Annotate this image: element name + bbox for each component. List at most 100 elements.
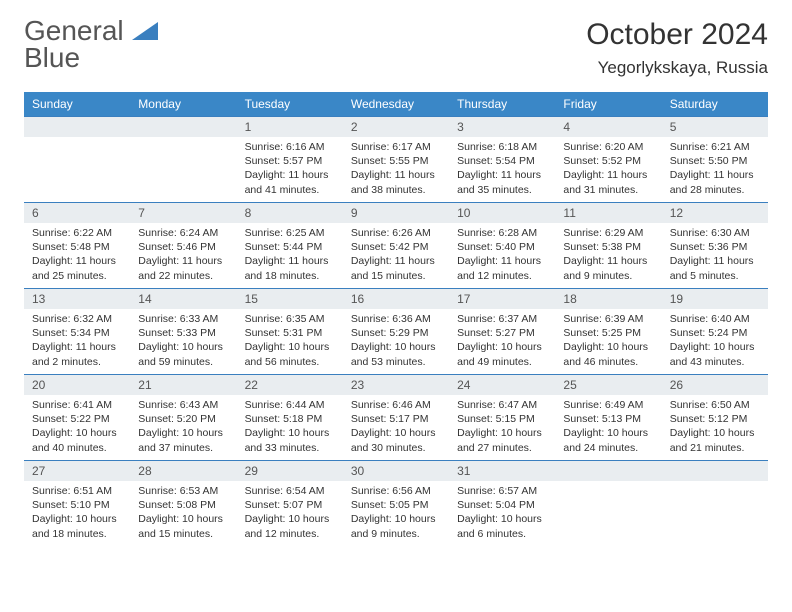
day-number: 26 <box>662 374 768 395</box>
day-details: Sunrise: 6:41 AMSunset: 5:22 PMDaylight:… <box>24 395 130 459</box>
daylight-line: Daylight: 11 hours and 25 minutes. <box>32 254 122 282</box>
day-details: Sunrise: 6:39 AMSunset: 5:25 PMDaylight:… <box>555 309 661 373</box>
sunrise-line: Sunrise: 6:37 AM <box>457 312 547 326</box>
sunrise-line: Sunrise: 6:51 AM <box>32 484 122 498</box>
calendar-cell: 17Sunrise: 6:37 AMSunset: 5:27 PMDayligh… <box>449 288 555 374</box>
day-number <box>24 116 130 137</box>
day-number: 4 <box>555 116 661 137</box>
day-details: Sunrise: 6:54 AMSunset: 5:07 PMDaylight:… <box>237 481 343 545</box>
day-number: 6 <box>24 202 130 223</box>
calendar-cell: 11Sunrise: 6:29 AMSunset: 5:38 PMDayligh… <box>555 202 661 288</box>
sunrise-line: Sunrise: 6:35 AM <box>245 312 335 326</box>
sunset-line: Sunset: 5:25 PM <box>563 326 653 340</box>
day-details: Sunrise: 6:37 AMSunset: 5:27 PMDaylight:… <box>449 309 555 373</box>
calendar-cell: 19Sunrise: 6:40 AMSunset: 5:24 PMDayligh… <box>662 288 768 374</box>
daylight-line: Daylight: 11 hours and 38 minutes. <box>351 168 441 196</box>
sunrise-line: Sunrise: 6:41 AM <box>32 398 122 412</box>
calendar-cell: 27Sunrise: 6:51 AMSunset: 5:10 PMDayligh… <box>24 460 130 546</box>
daylight-line: Daylight: 10 hours and 15 minutes. <box>138 512 228 540</box>
daylight-line: Daylight: 11 hours and 18 minutes. <box>245 254 335 282</box>
day-number: 15 <box>237 288 343 309</box>
day-number: 30 <box>343 460 449 481</box>
day-details: Sunrise: 6:46 AMSunset: 5:17 PMDaylight:… <box>343 395 449 459</box>
sunset-line: Sunset: 5:55 PM <box>351 154 441 168</box>
day-details: Sunrise: 6:29 AMSunset: 5:38 PMDaylight:… <box>555 223 661 287</box>
calendar-cell: 15Sunrise: 6:35 AMSunset: 5:31 PMDayligh… <box>237 288 343 374</box>
sunset-line: Sunset: 5:07 PM <box>245 498 335 512</box>
daylight-line: Daylight: 11 hours and 5 minutes. <box>670 254 760 282</box>
logo-word-blue: Blue <box>24 42 80 73</box>
daylight-line: Daylight: 10 hours and 18 minutes. <box>32 512 122 540</box>
day-details: Sunrise: 6:49 AMSunset: 5:13 PMDaylight:… <box>555 395 661 459</box>
day-details: Sunrise: 6:57 AMSunset: 5:04 PMDaylight:… <box>449 481 555 545</box>
title-block: October 2024 Yegorlykskaya, Russia <box>586 18 768 78</box>
sunrise-line: Sunrise: 6:47 AM <box>457 398 547 412</box>
day-number: 23 <box>343 374 449 395</box>
daylight-line: Daylight: 11 hours and 9 minutes. <box>563 254 653 282</box>
sunrise-line: Sunrise: 6:49 AM <box>563 398 653 412</box>
day-details: Sunrise: 6:24 AMSunset: 5:46 PMDaylight:… <box>130 223 236 287</box>
day-number: 3 <box>449 116 555 137</box>
sunset-line: Sunset: 5:44 PM <box>245 240 335 254</box>
daylight-line: Daylight: 10 hours and 59 minutes. <box>138 340 228 368</box>
daylight-line: Daylight: 10 hours and 12 minutes. <box>245 512 335 540</box>
calendar-cell <box>662 460 768 546</box>
day-number: 19 <box>662 288 768 309</box>
day-number <box>130 116 236 137</box>
calendar-cell: 5Sunrise: 6:21 AMSunset: 5:50 PMDaylight… <box>662 116 768 202</box>
daylight-line: Daylight: 10 hours and 40 minutes. <box>32 426 122 454</box>
day-number: 2 <box>343 116 449 137</box>
daylight-line: Daylight: 11 hours and 2 minutes. <box>32 340 122 368</box>
daylight-line: Daylight: 10 hours and 56 minutes. <box>245 340 335 368</box>
calendar-cell <box>555 460 661 546</box>
sunrise-line: Sunrise: 6:22 AM <box>32 226 122 240</box>
sunrise-line: Sunrise: 6:44 AM <box>245 398 335 412</box>
daylight-line: Daylight: 10 hours and 37 minutes. <box>138 426 228 454</box>
sunset-line: Sunset: 5:29 PM <box>351 326 441 340</box>
day-details: Sunrise: 6:25 AMSunset: 5:44 PMDaylight:… <box>237 223 343 287</box>
sunset-line: Sunset: 5:50 PM <box>670 154 760 168</box>
calendar-cell: 25Sunrise: 6:49 AMSunset: 5:13 PMDayligh… <box>555 374 661 460</box>
day-number: 5 <box>662 116 768 137</box>
calendar-cell: 23Sunrise: 6:46 AMSunset: 5:17 PMDayligh… <box>343 374 449 460</box>
day-details: Sunrise: 6:16 AMSunset: 5:57 PMDaylight:… <box>237 137 343 201</box>
daylight-line: Daylight: 10 hours and 21 minutes. <box>670 426 760 454</box>
sunset-line: Sunset: 5:12 PM <box>670 412 760 426</box>
sunset-line: Sunset: 5:18 PM <box>245 412 335 426</box>
weekday-thursday: Thursday <box>449 92 555 116</box>
calendar-cell: 20Sunrise: 6:41 AMSunset: 5:22 PMDayligh… <box>24 374 130 460</box>
sunset-line: Sunset: 5:46 PM <box>138 240 228 254</box>
calendar-cell: 1Sunrise: 6:16 AMSunset: 5:57 PMDaylight… <box>237 116 343 202</box>
day-number: 17 <box>449 288 555 309</box>
daylight-line: Daylight: 10 hours and 30 minutes. <box>351 426 441 454</box>
sunset-line: Sunset: 5:13 PM <box>563 412 653 426</box>
calendar-cell: 26Sunrise: 6:50 AMSunset: 5:12 PMDayligh… <box>662 374 768 460</box>
sunrise-line: Sunrise: 6:25 AM <box>245 226 335 240</box>
daylight-line: Daylight: 10 hours and 49 minutes. <box>457 340 547 368</box>
sunset-line: Sunset: 5:24 PM <box>670 326 760 340</box>
calendar-table: Sunday Monday Tuesday Wednesday Thursday… <box>24 92 768 546</box>
day-number: 14 <box>130 288 236 309</box>
sunset-line: Sunset: 5:20 PM <box>138 412 228 426</box>
calendar-cell: 4Sunrise: 6:20 AMSunset: 5:52 PMDaylight… <box>555 116 661 202</box>
calendar-cell: 22Sunrise: 6:44 AMSunset: 5:18 PMDayligh… <box>237 374 343 460</box>
calendar-cell <box>24 116 130 202</box>
day-details: Sunrise: 6:17 AMSunset: 5:55 PMDaylight:… <box>343 137 449 201</box>
calendar-cell: 21Sunrise: 6:43 AMSunset: 5:20 PMDayligh… <box>130 374 236 460</box>
sunrise-line: Sunrise: 6:56 AM <box>351 484 441 498</box>
calendar-cell: 29Sunrise: 6:54 AMSunset: 5:07 PMDayligh… <box>237 460 343 546</box>
weekday-header-row: Sunday Monday Tuesday Wednesday Thursday… <box>24 92 768 116</box>
day-details: Sunrise: 6:40 AMSunset: 5:24 PMDaylight:… <box>662 309 768 373</box>
sunrise-line: Sunrise: 6:32 AM <box>32 312 122 326</box>
day-number: 28 <box>130 460 236 481</box>
daylight-line: Daylight: 11 hours and 35 minutes. <box>457 168 547 196</box>
daylight-line: Daylight: 11 hours and 15 minutes. <box>351 254 441 282</box>
calendar-cell: 13Sunrise: 6:32 AMSunset: 5:34 PMDayligh… <box>24 288 130 374</box>
calendar-cell: 31Sunrise: 6:57 AMSunset: 5:04 PMDayligh… <box>449 460 555 546</box>
day-details: Sunrise: 6:51 AMSunset: 5:10 PMDaylight:… <box>24 481 130 545</box>
weekday-tuesday: Tuesday <box>237 92 343 116</box>
sunrise-line: Sunrise: 6:18 AM <box>457 140 547 154</box>
day-details: Sunrise: 6:44 AMSunset: 5:18 PMDaylight:… <box>237 395 343 459</box>
day-number: 31 <box>449 460 555 481</box>
daylight-line: Daylight: 10 hours and 43 minutes. <box>670 340 760 368</box>
